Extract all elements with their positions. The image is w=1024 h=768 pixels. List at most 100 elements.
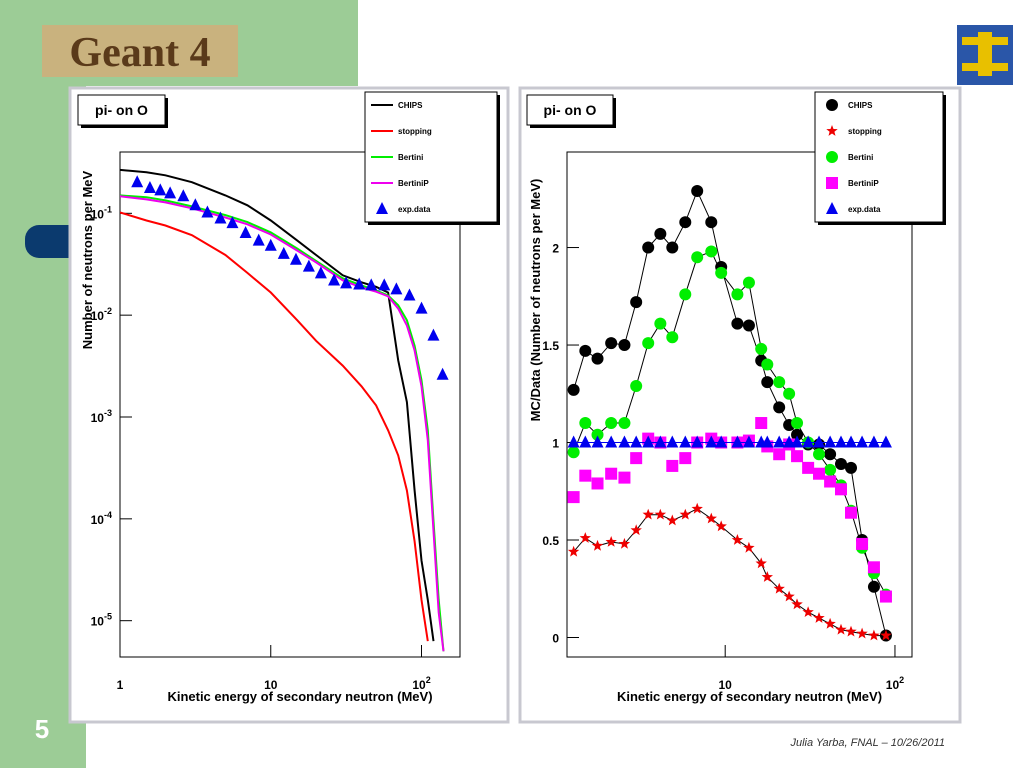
marker [403,288,416,301]
marker [666,241,679,254]
marker [630,379,643,392]
marker [834,435,847,448]
marker [742,319,755,332]
marker [835,623,847,635]
marker [691,435,704,448]
marker [226,216,239,229]
marker [666,514,678,526]
tick-exponent: 2 [899,675,904,685]
marker [691,251,704,264]
marker [856,627,868,639]
tick-label: 1 [552,437,559,451]
marker [705,245,718,258]
marker [867,435,880,448]
tick-exponent: 2 [426,675,431,685]
tick-base: 10 [91,615,105,629]
marker [856,537,869,550]
marker [567,435,580,448]
marker [679,288,692,301]
legend-label: BertiniP [398,179,429,188]
marker [773,448,786,461]
plot [120,168,449,652]
marker [742,276,755,289]
marker [131,175,144,188]
marker [879,435,892,448]
marker [868,629,880,641]
marker [802,606,814,617]
marker [567,545,580,557]
marker [579,417,592,430]
marker [715,435,728,448]
marker [618,471,631,484]
marker [761,376,774,389]
marker [567,491,580,504]
marker [679,508,691,520]
marker [879,590,892,603]
marker [201,205,214,218]
marker [791,428,804,441]
x-axis-label: Kinetic energy of secondary neutron (MeV… [617,689,882,704]
marker [691,184,704,197]
marker [856,435,869,448]
marker [679,216,692,229]
marker [715,520,727,532]
marker [824,475,837,488]
tick-base: 10 [91,411,105,425]
marker [773,401,786,414]
marker [826,99,838,111]
marker [679,435,692,448]
marker [715,266,728,279]
tick-exponent: -3 [104,408,112,418]
marker [605,536,617,547]
marker [264,238,277,251]
marker [618,435,631,448]
marker [834,483,847,496]
marker [791,417,804,430]
x-axis-label: Kinetic energy of secondary neutron (MeV… [167,689,432,704]
marker [731,288,744,301]
tick-label: 10-3 [91,408,112,425]
marker [824,448,837,461]
plot [567,184,892,642]
marker [679,452,692,465]
marker [867,561,880,574]
marker [436,367,449,380]
marker [605,435,618,448]
marker [177,189,190,202]
marker [824,435,837,448]
marker [591,428,604,441]
marker [618,339,631,352]
marker [340,276,353,289]
marker [164,186,177,199]
marker [654,317,667,330]
tick-label: 2 [552,242,559,256]
marker [791,598,803,610]
marker [567,446,580,459]
marker [214,211,227,224]
marker [642,508,654,520]
marker [579,344,592,357]
legend-label: stopping [398,127,432,136]
marker [654,435,667,448]
marker [742,435,755,448]
marker [705,216,718,229]
marker [773,435,786,448]
y-axis-label: Number of neutrons per MeV [80,170,95,349]
tick-exponent: -5 [104,612,112,622]
marker [630,296,643,309]
marker [731,534,744,545]
marker [813,467,826,480]
marker [783,387,796,400]
marker [154,183,167,196]
chart-title: pi- on O [95,102,148,118]
marker [376,202,388,214]
marker [579,532,591,543]
marker [845,435,858,448]
marker [579,469,592,482]
marker [761,571,773,582]
legend-label: Bertini [398,153,423,162]
tick-label: 10 [719,678,733,692]
legend-label: Bertini [848,153,873,162]
